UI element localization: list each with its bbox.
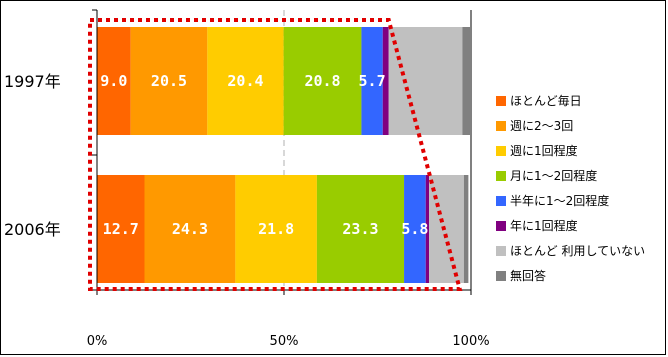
- highlight-outline-group: [88, 18, 463, 291]
- axes-group: 1997年 2006年 0% 50% 100%: [4, 9, 490, 349]
- data-label-0-4: 5.7: [359, 72, 386, 90]
- bar-1-4: [404, 175, 426, 283]
- legend-label-4: 半年に1〜2回程度: [510, 194, 610, 208]
- data-label-0-3: 20.8: [304, 72, 340, 90]
- bar-1-3: [316, 175, 405, 283]
- legend-item-5: 年に1回程度: [496, 213, 645, 238]
- legend-item-1: 週に2〜3回: [496, 113, 645, 138]
- data-labels-group: 9.0 20.5 20.4 20.8 5.7 12.7 24.3 21.8 23.3 5.8: [100, 72, 428, 238]
- bar-0-2: [207, 27, 284, 135]
- legend: ほとんど毎日 週に2〜3回 週に1回程度月に1〜2回程度 半年に1〜2回程度 年に1回程…: [496, 88, 645, 288]
- highlight-outline: [88, 18, 463, 291]
- data-label-1-0: 12.7: [103, 220, 139, 238]
- data-label-1-2: 21.8: [258, 220, 294, 238]
- x-tick-label-1: 50%: [270, 334, 299, 349]
- legend-swatch-4: [496, 195, 506, 206]
- legend-item-2: 週に1回程度: [496, 138, 645, 163]
- bar-1-0: [97, 175, 145, 283]
- category-label-1: 2006年: [4, 220, 61, 239]
- legend-swatch-5: [496, 220, 506, 231]
- legend-item-0: ほとんど毎日: [496, 88, 645, 113]
- legend-label-6: ほとんど 利用していない: [510, 244, 646, 258]
- bar-0-0: [97, 27, 131, 135]
- x-tick-label-0: 0%: [87, 334, 108, 349]
- legend-swatch-3: [496, 170, 506, 181]
- legend-label-1: 週に2〜3回: [510, 119, 574, 133]
- bar-1-7: [463, 175, 469, 283]
- legend-swatch-0: [496, 95, 506, 106]
- x-tick-label-2: 100%: [452, 334, 489, 349]
- category-label-0: 1997年: [4, 72, 61, 91]
- bar-0-3: [283, 27, 362, 135]
- legend-label-7: 無回答: [510, 269, 547, 283]
- legend-swatch-2: [496, 145, 506, 156]
- legend-label-0: ほとんど毎日: [510, 94, 582, 108]
- legend-item-7: 無回答: [496, 263, 645, 288]
- bar-0-4: [361, 27, 383, 135]
- legend-swatch-1: [496, 120, 506, 131]
- data-label-1-3: 23.3: [342, 220, 378, 238]
- bar-1-6: [429, 175, 464, 283]
- data-label-1-4: 5.8: [401, 220, 428, 238]
- bar-1-2: [235, 175, 317, 283]
- data-label-1-1: 24.3: [172, 220, 208, 238]
- bar-0-6: [388, 27, 463, 135]
- data-label-0-2: 20.4: [227, 72, 263, 90]
- bar-1-5: [425, 175, 430, 283]
- legend-item-3: 月に1〜2回程度: [496, 163, 645, 188]
- bar-0-7: [462, 27, 471, 135]
- legend-item-6: ほとんど 利用していない: [496, 238, 645, 263]
- bar-0-1: [130, 27, 208, 135]
- data-label-0-0: 9.0: [100, 72, 127, 90]
- bars-group: [97, 27, 471, 283]
- bar-0-5: [382, 27, 389, 135]
- legend-label-2: 週に1回程度: [510, 144, 578, 158]
- legend-swatch-6: [496, 245, 506, 256]
- bar-1-1: [144, 175, 236, 283]
- legend-swatch-7: [496, 270, 506, 281]
- legend-item-4: 半年に1〜2回程度: [496, 188, 645, 213]
- legend-label-3: 月に1〜2回程度: [510, 169, 598, 183]
- legend-label-5: 年に1回程度: [510, 219, 578, 233]
- data-label-0-1: 20.5: [151, 72, 187, 90]
